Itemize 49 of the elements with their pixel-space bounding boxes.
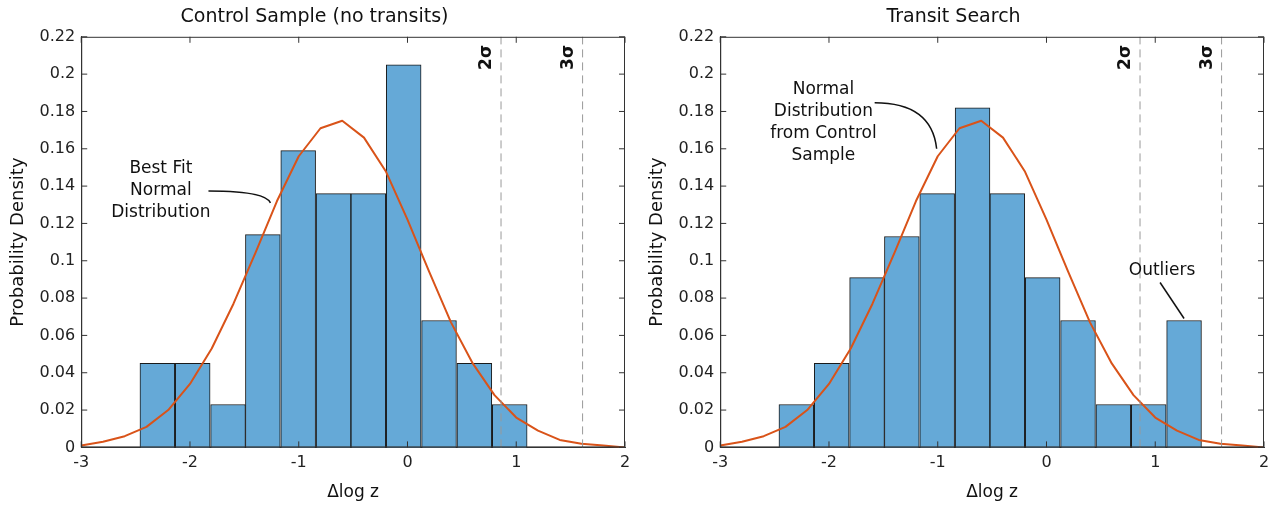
y-tick-label: 0.22 — [39, 25, 76, 45]
y-tick-label: 0.1 — [49, 249, 76, 269]
annotation: Outliers — [1128, 258, 1196, 279]
y-tick-label: 0.04 — [39, 361, 76, 381]
x-tick-label: -2 — [821, 452, 837, 472]
x-tick-label: 0 — [402, 452, 413, 472]
x-tick-label: -1 — [929, 452, 946, 472]
x-tick-label: 1 — [511, 452, 522, 472]
x-tick-label: 2 — [1258, 452, 1270, 472]
x-tick-label: 1 — [1150, 452, 1161, 472]
y-tick-label: 0.22 — [678, 25, 715, 45]
y-tick-label: 0 — [65, 436, 76, 456]
x-tick-label: -2 — [182, 452, 198, 472]
y-tick-label: 0.14 — [678, 175, 715, 195]
y-tick-label: 0.2 — [688, 63, 715, 83]
y-tick-label: 0.06 — [39, 324, 76, 344]
y-tick-label: 0.14 — [39, 175, 76, 195]
ref-line-label: 2σ — [1113, 44, 1134, 70]
annotation: Best Fit Normal Distribution — [111, 157, 211, 222]
y-tick-label: 0.02 — [678, 399, 715, 419]
x-tick-label: 2 — [619, 452, 631, 472]
ref-line-label: 2σ — [474, 44, 495, 70]
x-tick-label: -1 — [290, 452, 307, 472]
ref-line-label: 3σ — [1195, 44, 1216, 70]
x-axis-title: Δlog z — [966, 481, 1019, 502]
chart-title: Transit Search — [885, 4, 1021, 27]
y-tick-label: 0.16 — [678, 137, 715, 157]
y-tick-label: 0.1 — [688, 249, 715, 269]
y-tick-label: 0.2 — [49, 63, 76, 83]
x-tick-label: -3 — [73, 452, 90, 472]
ref-line-label: 3σ — [556, 44, 577, 70]
y-tick-label: 0.18 — [39, 100, 76, 120]
y-tick-label: 0.04 — [678, 361, 715, 381]
annotation: Normal Distribution from Control Sample — [770, 78, 877, 165]
x-tick-label: -3 — [712, 452, 729, 472]
y-axis-title: Probability Density — [645, 157, 667, 327]
chart-title: Control Sample (no transits) — [180, 4, 449, 27]
y-tick-label: 0.12 — [39, 212, 76, 232]
y-tick-label: 0.18 — [678, 100, 715, 120]
y-tick-label: 0.16 — [39, 137, 76, 157]
x-tick-label: 0 — [1041, 452, 1052, 472]
y-tick-label: 0.06 — [678, 324, 715, 344]
y-tick-label: 0 — [704, 436, 715, 456]
y-tick-label: 0.08 — [39, 287, 76, 307]
y-axis-title: Probability Density — [6, 157, 28, 327]
y-tick-label: 0.02 — [39, 399, 76, 419]
y-tick-label: 0.08 — [678, 287, 715, 307]
x-axis-title: Δlog z — [327, 481, 380, 502]
y-tick-label: 0.12 — [678, 212, 715, 232]
